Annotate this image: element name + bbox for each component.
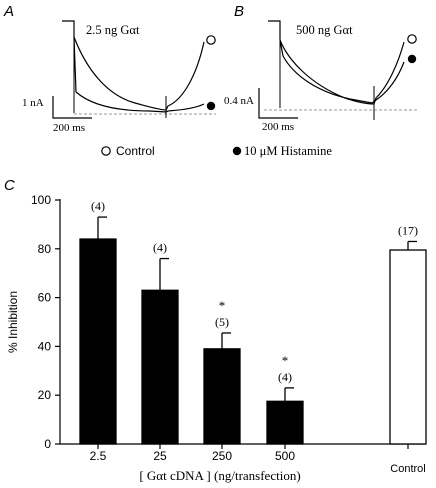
n-label: (17): [398, 223, 418, 237]
panel-b-traces: [264, 20, 418, 120]
panel-a-control-marker: [206, 35, 216, 45]
bar-chart: 0 20 40 60 80 100 (4) 2.5 (4) 25 (5) * 250 (4) * 500 (17…: [31, 193, 427, 475]
significance-marker: *: [219, 298, 226, 313]
n-label: (4): [91, 199, 105, 213]
panel-a-traces: [62, 20, 216, 118]
y-tick-label: 100: [31, 193, 51, 207]
panel-b-scale-bar: [258, 88, 298, 119]
x-tick-label: 250: [212, 449, 232, 463]
n-label: (4): [278, 370, 292, 384]
bar-250: [203, 348, 241, 445]
y-tick-label: 80: [38, 242, 52, 256]
panel-a-label: A: [3, 3, 14, 20]
y-tick-label: 40: [38, 339, 52, 353]
y-tick-label: 20: [38, 388, 52, 402]
significance-marker: *: [282, 353, 289, 368]
legend-control-marker: [101, 146, 111, 156]
panel-c-label: C: [4, 177, 15, 194]
n-label: (5): [215, 315, 229, 329]
legend-control-label: Control: [116, 144, 155, 158]
bar-2.5: [79, 238, 117, 445]
bar-500: [266, 400, 304, 445]
x-tick-label: Control: [390, 463, 425, 475]
x-tick-label: 2.5: [90, 449, 107, 463]
panel-b-trace-control: [268, 20, 405, 105]
panel-a-trace-control: [62, 20, 205, 111]
panel-a-condition: 2.5 ng Gαt: [86, 23, 140, 37]
panel-b-control-marker: [407, 34, 417, 44]
legend-histamine-marker: [232, 146, 242, 156]
panel-b-histamine-marker: [407, 54, 417, 64]
panel-b-label: B: [234, 3, 244, 20]
panel-b-scale-time: 200 ms: [262, 121, 294, 133]
x-tick-label: 500: [275, 449, 295, 463]
y-axis-label: % Inhibition: [6, 291, 20, 353]
legend-histamine-label: 10 μM Histamine: [244, 144, 332, 158]
x-tick-label: 25: [153, 449, 167, 463]
panel-b-trace-histamine: [279, 39, 405, 104]
y-tick-label: 60: [38, 291, 52, 305]
panel-b-condition: 500 ng Gαt: [296, 23, 353, 37]
y-tick-label: 0: [44, 437, 51, 451]
bar-25: [141, 289, 179, 445]
panel-b-scale-current: 0.4 nA: [224, 95, 254, 107]
panel-a-scale-bar: [52, 96, 92, 119]
panel-a-trace-histamine: [73, 36, 205, 113]
panel-a-histamine-marker: [206, 101, 216, 111]
panel-a-scale-current: 1 nA: [22, 97, 44, 109]
x-axis-label: [ Gαt cDNA ] (ng/transfection): [139, 468, 300, 483]
panel-a-scale-time: 200 ms: [53, 122, 85, 134]
bar-control: [389, 249, 427, 445]
n-label: (4): [153, 241, 167, 255]
